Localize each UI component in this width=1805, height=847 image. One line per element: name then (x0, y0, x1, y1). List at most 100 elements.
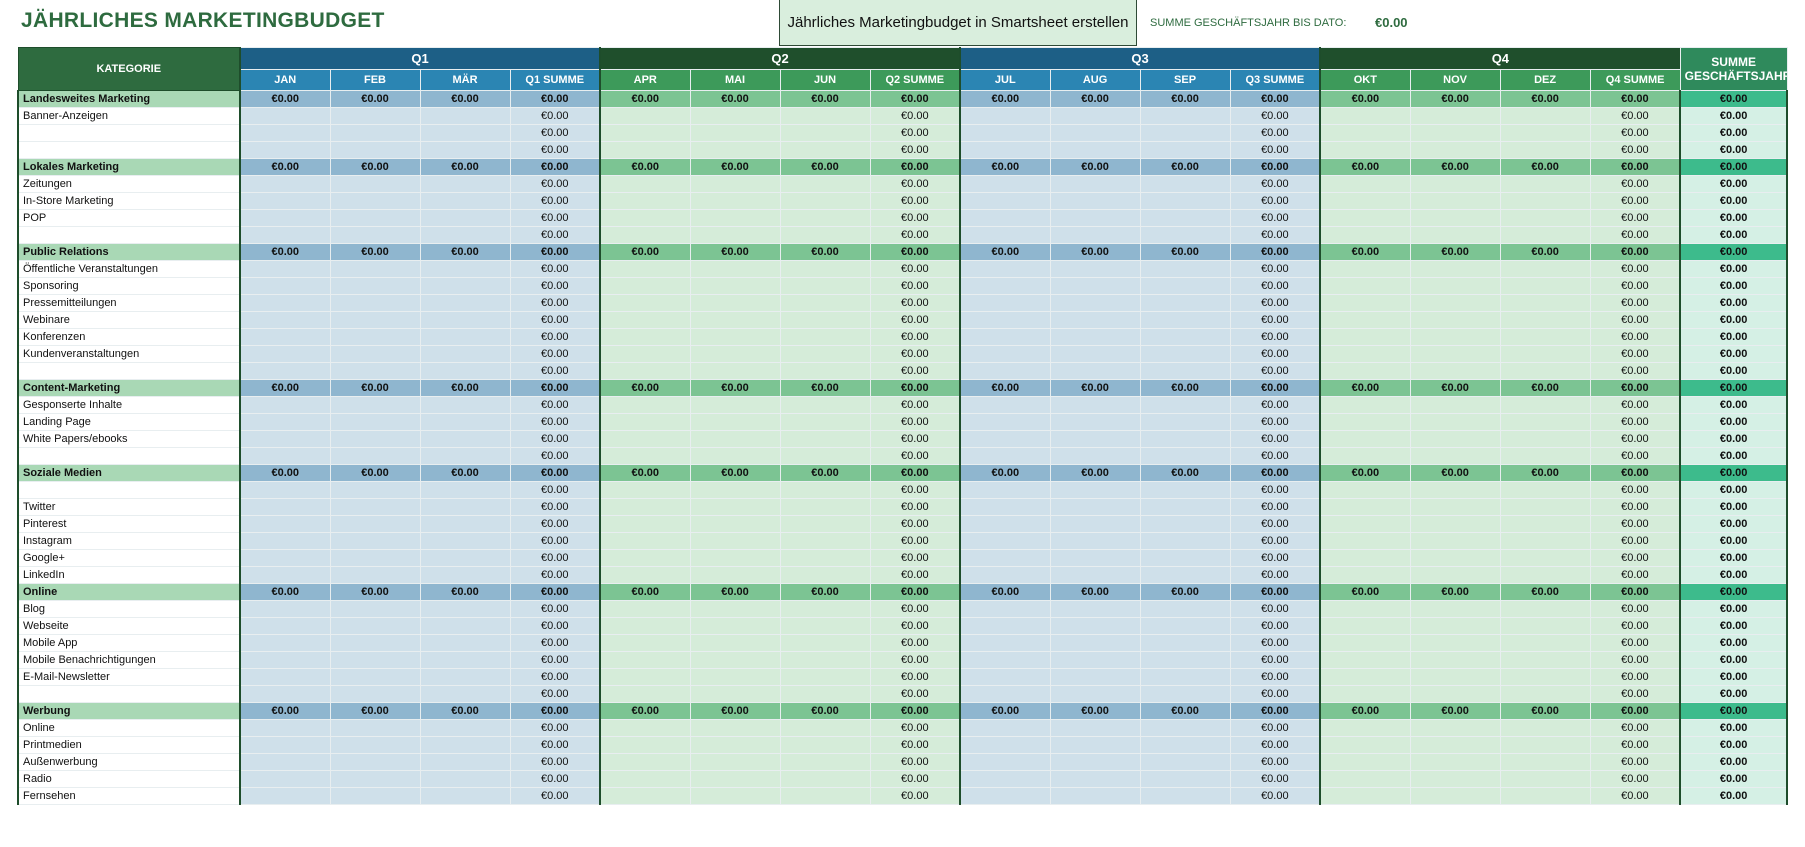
budget-cell: €0.00 (1499, 583, 1591, 601)
budget-cell (1499, 515, 1591, 533)
item-row: €0.00 €0.00 €0.00 €0.00 €0.00 (17, 685, 1789, 703)
budget-cell: €0.00 (1229, 90, 1321, 108)
budget-cell: €0.00 (509, 464, 601, 482)
budget-cell: €0.00 (1229, 651, 1321, 669)
budget-cell (1409, 430, 1501, 448)
budget-cell: €0.00 (779, 379, 871, 397)
budget-cell (1319, 719, 1411, 737)
budget-cell (959, 736, 1051, 754)
smartsheet-button[interactable]: Jährliches Marketingbudget in Smartsheet… (779, 0, 1137, 46)
budget-cell: €0.00 (1229, 209, 1321, 227)
budget-cell (779, 430, 871, 448)
row-label: E-Mail-Newsletter (17, 668, 241, 686)
budget-cell (959, 600, 1051, 618)
budget-cell: €0.00 (1229, 685, 1321, 703)
budget-cell (779, 311, 871, 329)
budget-cell (959, 396, 1051, 414)
budget-cell (959, 566, 1051, 584)
budget-cell (1139, 294, 1231, 312)
budget-cell: €0.00 (1589, 260, 1681, 278)
budget-cell: €0.00 (1229, 226, 1321, 244)
budget-cell (959, 719, 1051, 737)
budget-cell (959, 549, 1051, 567)
budget-cell (779, 481, 871, 499)
budget-cell (1049, 617, 1141, 635)
item-row: Blog €0.00 €0.00 €0.00 €0.00 €0.00 (17, 600, 1789, 618)
budget-cell (1499, 549, 1591, 567)
budget-cell (689, 634, 781, 652)
budget-cell: €0.00 (1409, 583, 1501, 601)
item-row: Landing Page €0.00 €0.00 €0.00 €0.00 €0.00 (17, 413, 1789, 431)
budget-cell (959, 277, 1051, 295)
budget-cell (329, 515, 421, 533)
budget-cell (1049, 226, 1141, 244)
row-label: Konferenzen (17, 328, 241, 346)
budget-cell (599, 787, 691, 805)
budget-cell (1049, 175, 1141, 193)
budget-cell (329, 566, 421, 584)
budget-cell: €0.00 (329, 464, 421, 482)
column-header: DEZ (1499, 69, 1591, 91)
budget-cell (779, 549, 871, 567)
budget-cell (1139, 260, 1231, 278)
year-total-cell: €0.00 (1679, 396, 1789, 414)
budget-cell (1409, 515, 1501, 533)
year-total-cell: €0.00 (1679, 515, 1789, 533)
budget-cell (329, 549, 421, 567)
budget-cell (1139, 396, 1231, 414)
budget-cell (1139, 277, 1231, 295)
item-row: In-Store Marketing €0.00 €0.00 €0.00 €0.00 €0… (17, 192, 1789, 210)
budget-cell (599, 532, 691, 550)
budget-cell (1319, 209, 1411, 227)
budget-cell (1499, 617, 1591, 635)
item-row: Online €0.00 €0.00 €0.00 €0.00 €0.00 (17, 719, 1789, 737)
budget-cell: €0.00 (509, 566, 601, 584)
budget-cell (689, 770, 781, 788)
budget-cell (689, 736, 781, 754)
budget-cell: €0.00 (869, 260, 961, 278)
budget-cell: €0.00 (509, 158, 601, 176)
budget-cell (1139, 430, 1231, 448)
row-label: Printmedien (17, 736, 241, 754)
budget-cell (689, 549, 781, 567)
budget-cell (599, 481, 691, 499)
budget-cell (689, 447, 781, 465)
budget-cell: €0.00 (1589, 651, 1681, 669)
year-total-cell: €0.00 (1679, 158, 1789, 176)
budget-cell (1319, 685, 1411, 703)
budget-cell (1049, 770, 1141, 788)
budget-cell (1499, 498, 1591, 516)
budget-cell (1319, 328, 1411, 346)
budget-cell: €0.00 (1589, 192, 1681, 210)
budget-cell (1409, 753, 1501, 771)
budget-cell (329, 107, 421, 125)
budget-cell (689, 685, 781, 703)
budget-cell (239, 124, 331, 142)
budget-cell: €0.00 (509, 447, 601, 465)
budget-cell (1049, 328, 1141, 346)
budget-cell (1319, 430, 1411, 448)
budget-cell (599, 277, 691, 295)
item-row: €0.00 €0.00 €0.00 €0.00 €0.00 (17, 362, 1789, 380)
budget-cell (419, 736, 511, 754)
budget-cell: €0.00 (779, 243, 871, 261)
budget-cell: €0.00 (779, 702, 871, 720)
budget-cell: €0.00 (599, 243, 691, 261)
year-total-cell: €0.00 (1679, 362, 1789, 380)
budget-cell (1319, 311, 1411, 329)
budget-cell (239, 600, 331, 618)
year-total-cell: €0.00 (1679, 583, 1789, 601)
budget-cell: €0.00 (509, 685, 601, 703)
year-total-cell: €0.00 (1679, 328, 1789, 346)
budget-cell (599, 260, 691, 278)
budget-cell (1409, 328, 1501, 346)
budget-cell (239, 311, 331, 329)
budget-cell: €0.00 (1229, 413, 1321, 431)
budget-cell: €0.00 (1409, 464, 1501, 482)
budget-cell: €0.00 (689, 464, 781, 482)
budget-cell: €0.00 (1589, 362, 1681, 380)
budget-cell (419, 362, 511, 380)
row-label: POP (17, 209, 241, 227)
budget-cell (239, 753, 331, 771)
budget-cell (1499, 481, 1591, 499)
